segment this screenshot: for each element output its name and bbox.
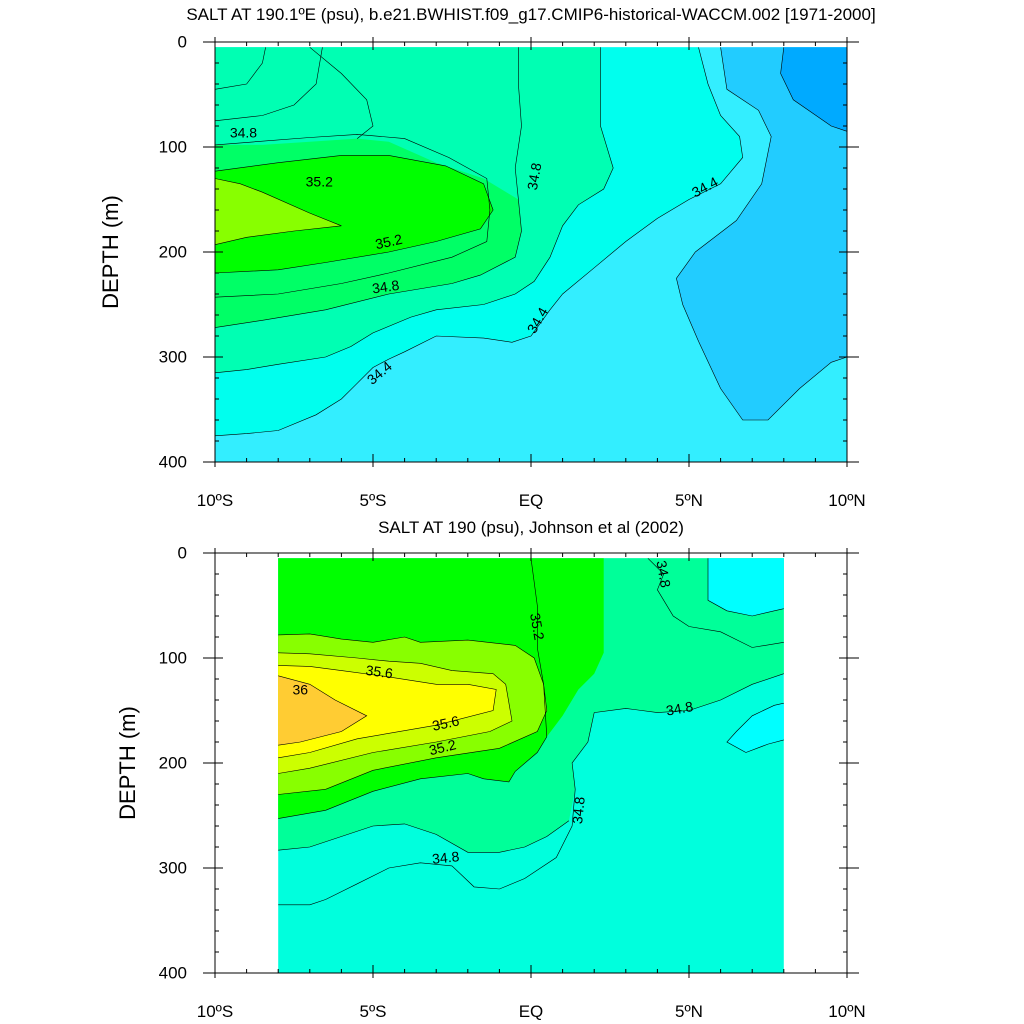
x-tick-labels: 10ºS 5ºS EQ 5ºN 10ºN	[197, 491, 866, 510]
contour-line-35.6	[278, 652, 513, 774]
x-tick-label: 5ºN	[675, 491, 703, 510]
y-axis-label: DEPTH (m)	[98, 195, 123, 309]
x-tick-label: 5ºN	[675, 1002, 703, 1021]
contour-label: 34.8	[665, 698, 695, 719]
contour-line-34.6	[214, 47, 266, 90]
contour-label: 34.8	[431, 848, 460, 867]
contour-fill-36.0-36.2	[278, 675, 367, 746]
contour-label: 35.2	[306, 174, 333, 190]
contour-line-34.8	[647, 558, 784, 648]
contour-fill-34.6-34.8	[726, 703, 784, 753]
contour-line-35.2	[278, 558, 548, 819]
contour-fill-35.8-36.0	[278, 665, 497, 758]
y-tick-label: 0	[178, 544, 187, 563]
contour-lines	[214, 47, 848, 437]
y-tick-label: 200	[159, 754, 187, 773]
y-tick-labels: 0 100 200 300 400	[159, 544, 187, 983]
contour-fill-34.6-34.8	[708, 558, 784, 616]
y-tick-label: 0	[178, 33, 187, 52]
x-tick-label: EQ	[519, 1002, 544, 1021]
axis-ticks	[203, 37, 859, 467]
y-tick-labels: 0 100 200 300 400	[159, 33, 187, 472]
contour-line-34.2	[780, 47, 848, 132]
y-tick-label: 400	[159, 964, 187, 983]
contour-line-34.8	[278, 673, 784, 906]
contour-line-35.0	[309, 47, 374, 139]
contour-line-35.4	[214, 178, 342, 245]
contour-line-34.6	[745, 739, 784, 753]
contour-fill-34.0-34.2	[780, 47, 847, 132]
axis-ticks	[203, 548, 859, 978]
x-tick-label: EQ	[519, 491, 544, 510]
y-axis-label: DEPTH (m)	[115, 706, 140, 820]
contour-line-35.0	[214, 134, 491, 298]
contour-line-35.8	[278, 665, 497, 759]
contour-line-34.6	[726, 702, 784, 753]
x-tick-label: 5ºS	[359, 491, 386, 510]
contour-fill-34.2-34.4	[676, 47, 847, 421]
contour-fill-35.4-35.6	[215, 178, 342, 245]
y-tick-label: 400	[159, 453, 187, 472]
panel-title: SALT AT 190.1ºE (psu), b.e21.BWHIST.f09_…	[186, 5, 875, 24]
contour-label: 34.8	[569, 796, 588, 825]
x-tick-labels: 10ºS 5ºS EQ 5ºN 10ºN	[197, 1002, 866, 1021]
y-tick-label: 300	[159, 859, 187, 878]
y-tick-label: 300	[159, 348, 187, 367]
contour-label: 35.2	[427, 736, 458, 758]
salt-panel-model: 34.835.235.234.834.8 34.434.434.4 10ºS 5ºS…	[98, 5, 876, 510]
contour-line-35.0	[278, 820, 570, 853]
contour-line-34.6	[707, 558, 784, 617]
y-tick-label: 200	[159, 243, 187, 262]
contour-line-35.4	[278, 633, 548, 795]
contour-label: 35.6	[431, 712, 461, 733]
x-tick-label: 5ºS	[359, 1002, 386, 1021]
contour-labels: 34.835.235.234.834.8 34.434.434.4	[230, 124, 721, 387]
x-tick-label: 10ºS	[197, 491, 233, 510]
salt-panel-observed: 35.6 36 35.6 35.2 35.2 34.8 34.8 34.8 34.8 10ºS 5…	[115, 518, 866, 1021]
contour-fill-35.2-35.4	[215, 155, 494, 273]
contour-labels: 35.6 36 35.6 35.2 35.2 34.8 34.8 34.8 34.8	[293, 559, 695, 867]
contour-label: 34.8	[653, 559, 674, 589]
contour-line-34.8	[214, 47, 522, 328]
contour-label: 34.8	[524, 161, 545, 191]
x-tick-label: 10ºS	[197, 1002, 233, 1021]
contour-label: 35.6	[365, 662, 394, 682]
x-tick-label: 10ºN	[828, 1002, 865, 1021]
contour-line-34.4	[214, 47, 744, 437]
contour-label: 35.2	[527, 612, 548, 642]
contour-line-34.6	[214, 47, 614, 374]
x-tick-label: 10ºN	[828, 491, 865, 510]
contour-line-36.0	[278, 675, 368, 746]
contour-line-34.4	[676, 47, 848, 421]
contour-line-35.2	[214, 155, 494, 274]
y-tick-label: 100	[159, 649, 187, 668]
contour-fills	[215, 47, 847, 463]
contour-label: 34.8	[230, 124, 257, 140]
contour-line-34.8	[214, 47, 323, 122]
y-tick-label: 100	[159, 138, 187, 157]
contour-label: 35.2	[374, 231, 404, 252]
panel-title: SALT AT 190 (psu), Johnson et al (2002)	[378, 518, 684, 537]
contour-label: 34.8	[371, 277, 400, 297]
contour-lines	[278, 558, 784, 906]
contour-label: 36	[293, 682, 309, 698]
